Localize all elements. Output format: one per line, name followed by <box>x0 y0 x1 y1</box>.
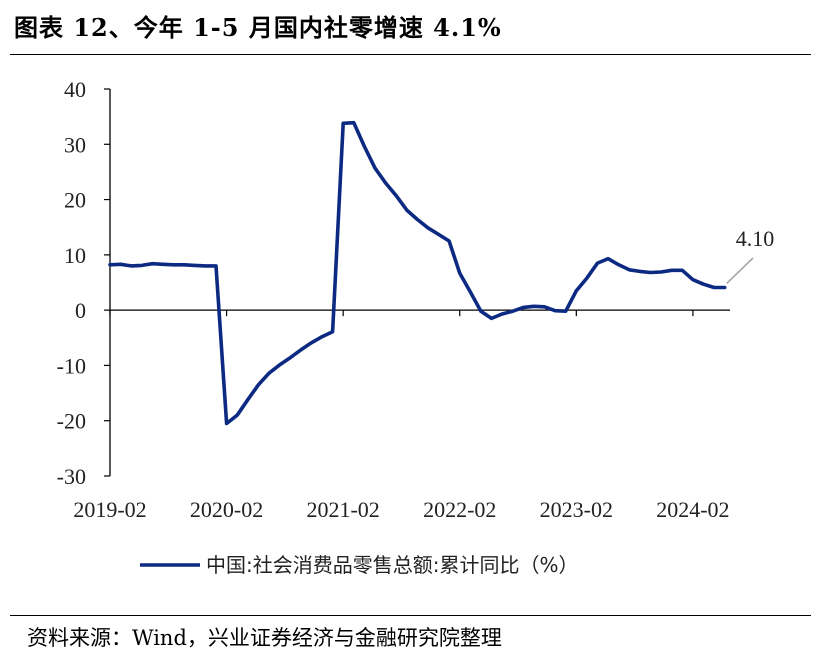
source-note: 资料来源：Wind，兴业证券经济与金融研究院整理 <box>27 626 502 650</box>
legend-label: 中国:社会消费品零售总额:累计同比（%） <box>206 553 578 577</box>
x-tick-label: 2024-02 <box>656 497 729 522</box>
chart-legend: 中国:社会消费品零售总额:累计同比（%） <box>140 553 578 577</box>
y-tick-label: -10 <box>57 353 86 378</box>
x-tick-label: 2019-02 <box>73 497 146 522</box>
x-tick-label: 2021-02 <box>306 497 379 522</box>
chart-series <box>108 120 727 426</box>
chart-title: 图表 12、今年 1-5 月国内社零增速 4.1% <box>14 13 502 42</box>
y-tick-label: 10 <box>64 243 86 268</box>
y-tick-label: 20 <box>64 188 86 213</box>
y-tick-label: -20 <box>57 409 86 434</box>
title-divider <box>10 54 811 55</box>
annotation-label: 4.10 <box>736 226 775 251</box>
y-tick-label: -30 <box>57 464 86 489</box>
series-line <box>108 120 727 426</box>
x-tick-label: 2023-02 <box>540 497 613 522</box>
chart-axes <box>104 88 730 477</box>
chart-tick-labels: 40 30 20 10 0 -10 -20 -30 2019-02 2020-02 2021-02 2… <box>57 77 730 522</box>
chart-annotation: 4.10 <box>726 226 775 285</box>
y-tick-label: 0 <box>75 298 86 323</box>
x-tick-label: 2022-02 <box>423 497 496 522</box>
line-chart: 40 30 20 10 0 -10 -20 -30 2019-02 2020-02 2021-02 2… <box>57 77 775 577</box>
y-tick-label: 40 <box>64 77 86 102</box>
footer-divider <box>10 615 811 616</box>
x-tick-label: 2020-02 <box>190 497 263 522</box>
annotation-leader-line <box>726 257 754 285</box>
y-tick-label: 30 <box>64 132 86 157</box>
